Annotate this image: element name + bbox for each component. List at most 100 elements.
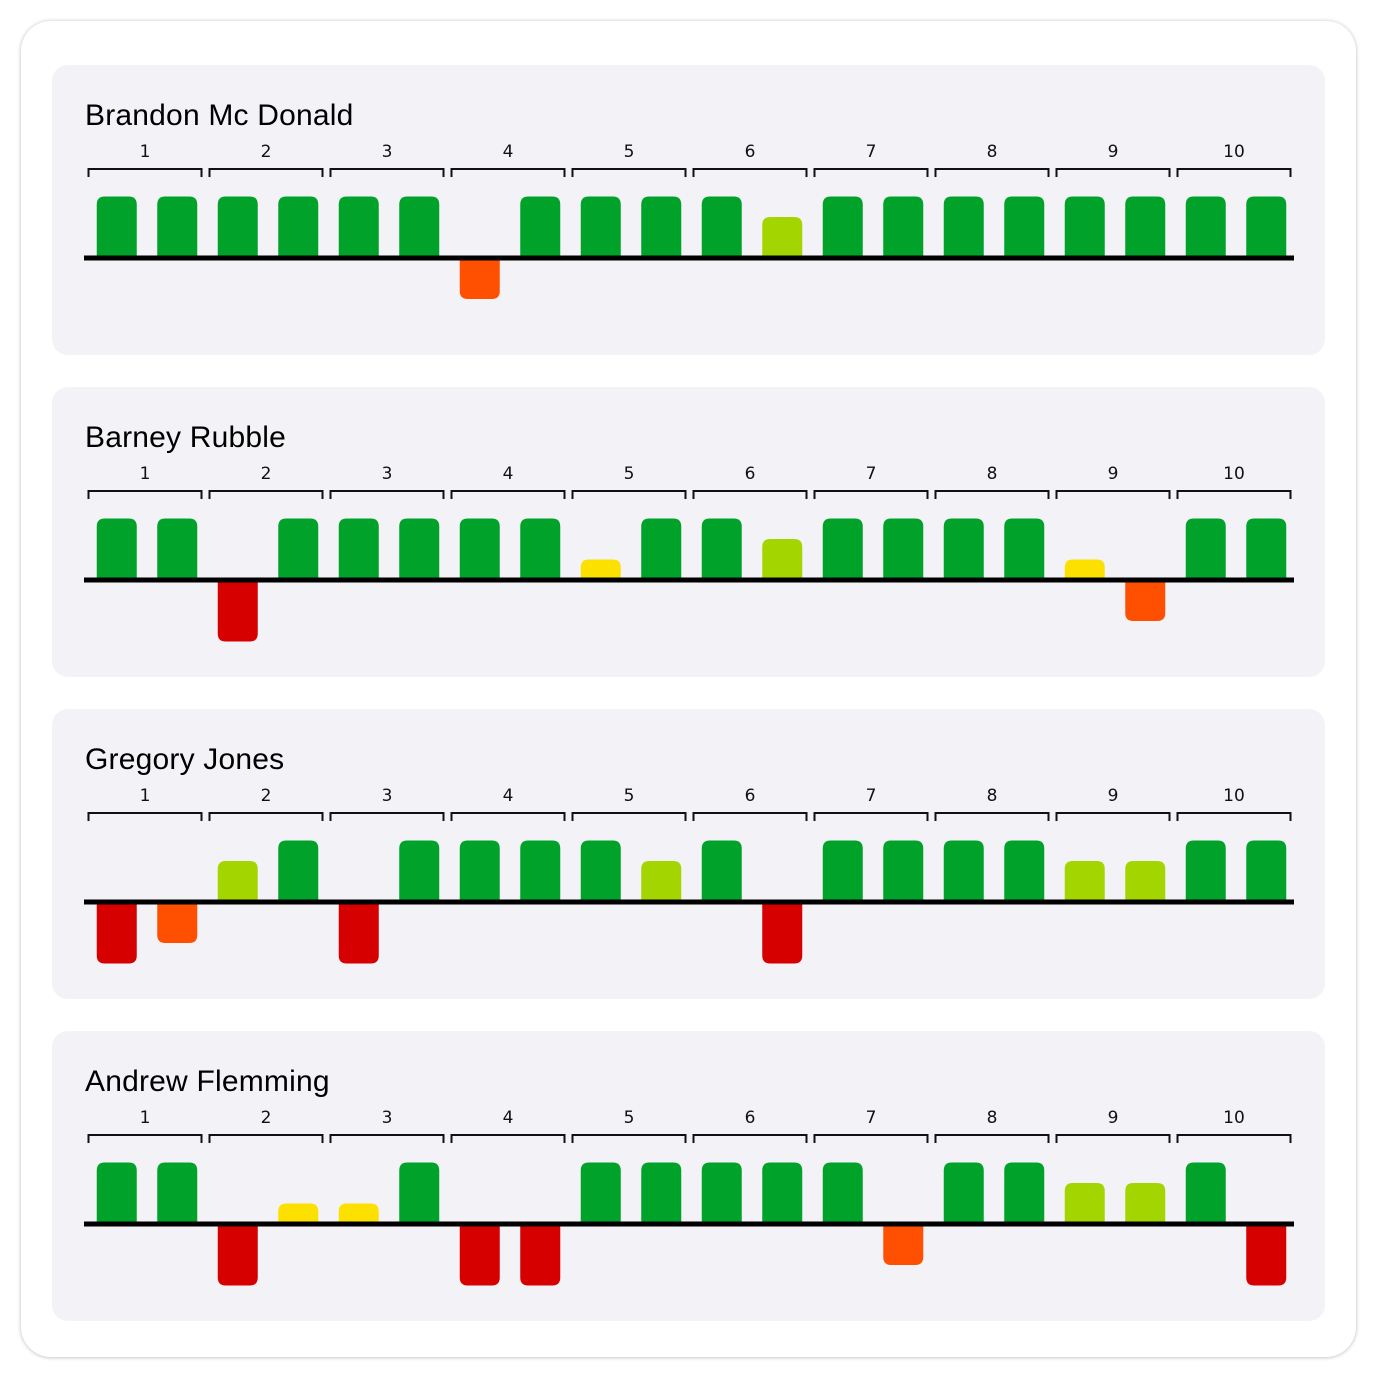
shot-bar-positive [1125, 196, 1166, 258]
frame-bracket [329, 812, 445, 821]
shot-chart: 1 2 3 4 5 6 7 8 9 10 [84, 1108, 1294, 1286]
shot-chart: 1 2 3 4 5 6 7 8 9 10 [84, 142, 1294, 299]
shot-bar-positive [580, 1162, 621, 1224]
frame-number-label: 2 [261, 786, 272, 806]
shot-bar-positive [217, 861, 258, 902]
shot-bar-positive [1004, 1162, 1045, 1224]
frame-bracket [87, 168, 203, 177]
shot-bar-positive [1185, 518, 1226, 580]
frame-number-label: 4 [503, 464, 514, 484]
shot-bar-positive [701, 1162, 742, 1224]
shot-bar-positive [1064, 196, 1105, 258]
shot-bar-positive [701, 840, 742, 902]
frame-number-label: 2 [261, 1108, 272, 1128]
frame-bracket [208, 168, 324, 177]
shot-bar-positive [641, 196, 682, 258]
shot-bar-positive [278, 196, 319, 258]
frame-number-label: 6 [745, 1108, 756, 1128]
shot-bar-positive [762, 1162, 803, 1224]
frame-number-label: 2 [261, 142, 272, 162]
player-name: Gregory Jones [85, 743, 285, 776]
frame-number-label: 10 [1223, 786, 1245, 806]
shot-bar-positive [943, 518, 984, 580]
frame-bracket [692, 490, 808, 499]
shot-bar-positive [1004, 840, 1045, 902]
frame-number-label: 6 [745, 786, 756, 806]
frame-number-label: 3 [382, 142, 393, 162]
frame-bracket [1055, 490, 1171, 499]
frame-number-label: 1 [140, 1108, 151, 1128]
frame-bracket [1055, 1134, 1171, 1143]
frame-number-label: 5 [624, 1108, 635, 1128]
shot-bar-positive [822, 840, 863, 902]
frame-number-label: 10 [1223, 464, 1245, 484]
frame-bracket [934, 812, 1050, 821]
shot-bar-negative [217, 1224, 258, 1286]
frame-number-label: 7 [866, 1108, 877, 1128]
shot-bar-positive [1246, 196, 1287, 258]
frame-bracket [450, 1134, 566, 1143]
frame-bracket [450, 168, 566, 177]
shot-bar-positive [1125, 861, 1166, 902]
frame-bracket [87, 490, 203, 499]
frame-number-label: 9 [1108, 142, 1119, 162]
frame-number-label: 4 [503, 1108, 514, 1128]
frame-bracket [813, 812, 929, 821]
shot-bar-positive [580, 196, 621, 258]
shot-bar-positive [520, 196, 561, 258]
frame-bracket [1176, 812, 1292, 821]
frame-number-label: 4 [503, 142, 514, 162]
frame-number-label: 9 [1108, 786, 1119, 806]
shot-bar-positive [1246, 518, 1287, 580]
shot-bar-positive [399, 518, 440, 580]
frame-bracket [571, 812, 687, 821]
shot-bar-positive [883, 840, 924, 902]
shot-bar-negative [883, 1224, 924, 1265]
shot-bar-positive [943, 1162, 984, 1224]
frame-bracket [813, 168, 929, 177]
shot-bar-positive [943, 196, 984, 258]
shot-bar-positive [1004, 196, 1045, 258]
scorecards-card: Brandon Mc Donald 1 2 3 4 5 6 7 8 9 10 Barney Rub… [21, 21, 1356, 1357]
shot-chart: 1 2 3 4 5 6 7 8 9 10 [84, 786, 1294, 964]
frame-number-label: 8 [987, 786, 998, 806]
frame-bracket [934, 1134, 1050, 1143]
shot-bar-positive [641, 1162, 682, 1224]
frame-bracket [208, 812, 324, 821]
frame-number-label: 9 [1108, 464, 1119, 484]
player-panel: Gregory Jones 1 2 3 4 5 6 7 8 9 10 [52, 709, 1325, 999]
player-name: Andrew Flemming [85, 1065, 330, 1098]
frame-bracket [934, 168, 1050, 177]
shot-bar-positive [580, 840, 621, 902]
frame-bracket [692, 812, 808, 821]
frame-bracket [87, 812, 203, 821]
shot-bar-negative [157, 902, 198, 943]
player-name: Barney Rubble [85, 421, 287, 454]
shot-bar-positive [459, 840, 500, 902]
shot-bar-positive [399, 196, 440, 258]
frame-bracket [692, 1134, 808, 1143]
frame-bracket [813, 1134, 929, 1143]
shot-bar-positive [157, 518, 198, 580]
shot-bar-positive [883, 518, 924, 580]
frame-bracket [1176, 1134, 1292, 1143]
frame-number-label: 3 [382, 786, 393, 806]
frame-number-label: 6 [745, 142, 756, 162]
shot-bar-positive [943, 840, 984, 902]
shot-bar-positive [883, 196, 924, 258]
frame-number-label: 1 [140, 786, 151, 806]
frame-number-label: 10 [1223, 142, 1245, 162]
shot-bar-positive [822, 518, 863, 580]
frame-number-label: 9 [1108, 1108, 1119, 1128]
frame-number-label: 2 [261, 464, 272, 484]
shot-bar-positive [96, 1162, 137, 1224]
frame-number-label: 10 [1223, 1108, 1245, 1128]
shot-bar-positive [278, 840, 319, 902]
frame-number-label: 3 [382, 464, 393, 484]
player-name: Brandon Mc Donald [85, 99, 354, 132]
player-panel: Barney Rubble 1 2 3 4 5 6 7 8 9 10 [52, 387, 1325, 677]
shot-bar-negative [520, 1224, 561, 1286]
shot-bar-negative [1125, 580, 1166, 621]
shot-bar-positive [822, 196, 863, 258]
shot-bar-negative [338, 902, 379, 964]
